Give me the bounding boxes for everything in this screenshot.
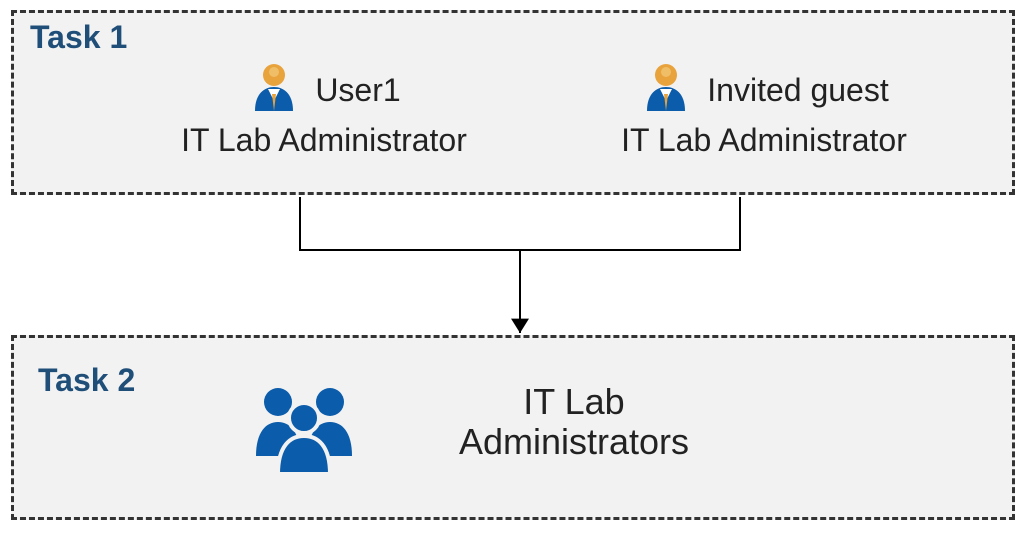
group-label-line1: IT Lab <box>414 382 734 422</box>
user2-block: Invited guest IT Lab Administrator <box>554 61 974 159</box>
group-label: IT Lab Administrators <box>414 382 734 461</box>
user-icon <box>639 61 693 120</box>
task1-title: Task 1 <box>30 19 127 56</box>
task2-title: Task 2 <box>38 362 135 399</box>
user-icon <box>247 61 301 120</box>
user2-name: Invited guest <box>707 72 888 109</box>
user1-name: User1 <box>315 72 400 109</box>
task1-box: Task 1 User1 IT Lab Administrator Invite… <box>11 10 1015 195</box>
user1-role: IT Lab Administrator <box>134 122 514 159</box>
group-label-line2: Administrators <box>414 422 734 462</box>
group-icon <box>244 378 364 483</box>
task2-box: Task 2 IT Lab Administrators <box>11 335 1015 520</box>
user1-block: User1 IT Lab Administrator <box>134 61 514 159</box>
user2-role: IT Lab Administrator <box>554 122 974 159</box>
